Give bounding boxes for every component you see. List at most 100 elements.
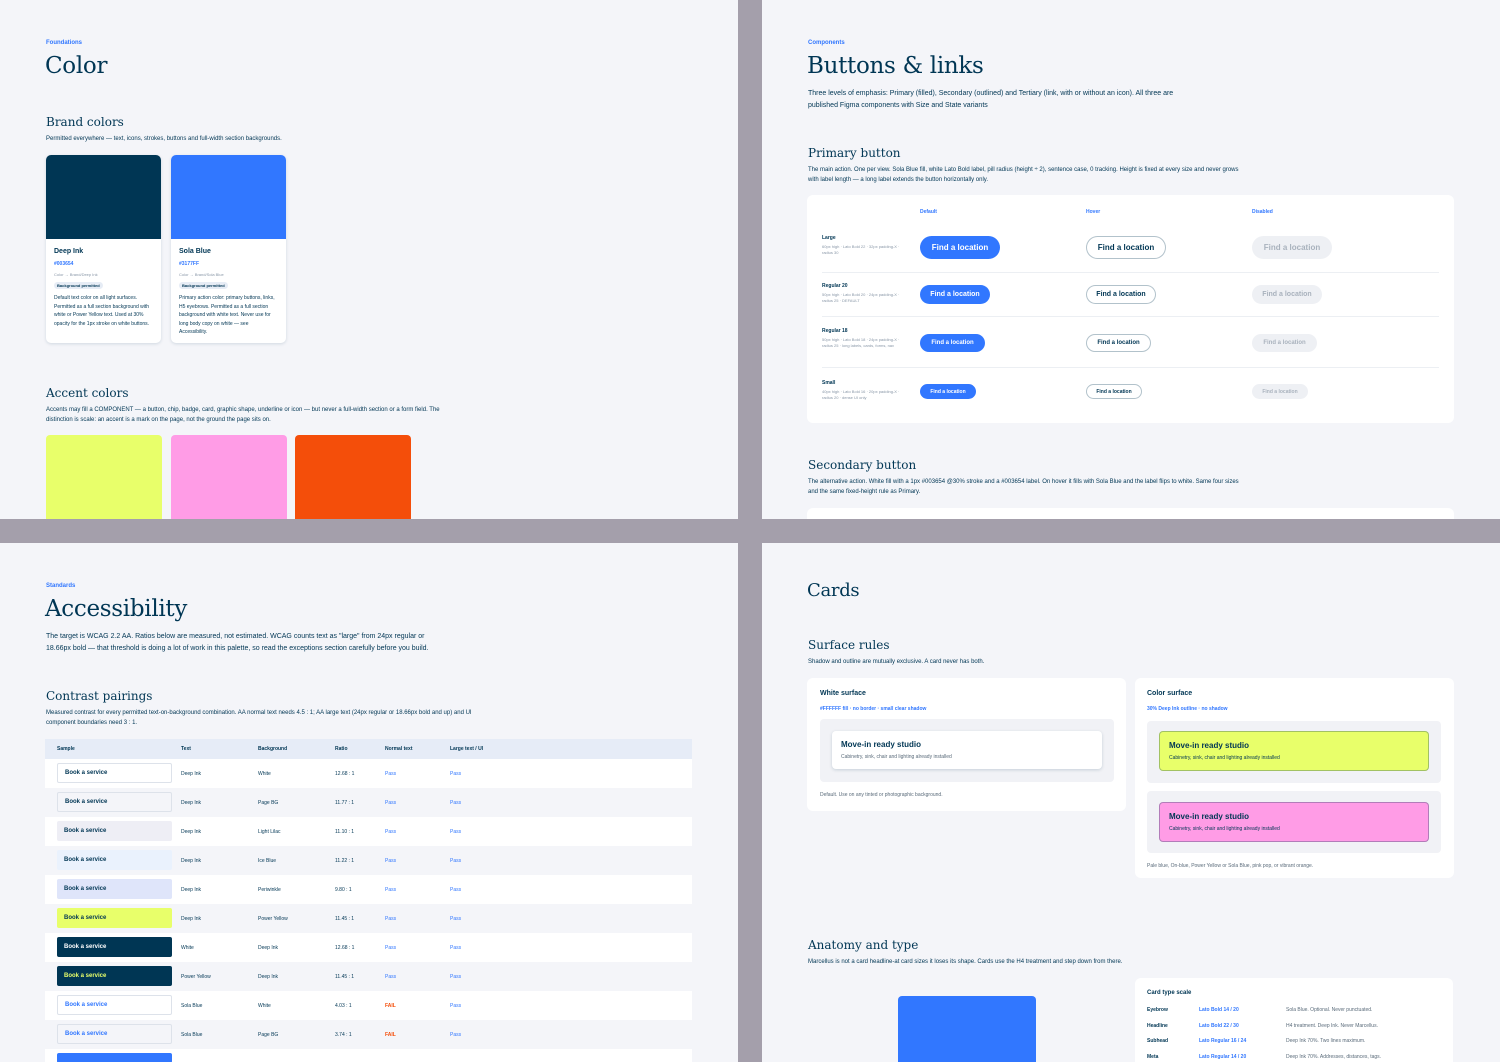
example-card-yellow[interactable]: Move-in ready studio Cabinetry, sink, ch… xyxy=(1159,731,1429,771)
contrast-table: Sample Text Background Ratio Normal text… xyxy=(45,739,692,1062)
sample-chip: Book a service xyxy=(57,966,172,986)
primary-regular20-default-button[interactable]: Find a location xyxy=(920,285,990,304)
cell-text: Sola Blue xyxy=(181,1032,203,1038)
primary-button-matrix: Default Hover Disabled Large 60px high ·… xyxy=(807,195,1454,423)
accent-swatch-orange xyxy=(295,435,411,519)
cell-ratio: 11.77 : 1 xyxy=(335,800,355,806)
example-card-pink[interactable]: Move-in ready studio Cabinetry, sink, ch… xyxy=(1159,802,1429,842)
card-subhead: Cabinetry, sink, chair and lighting alre… xyxy=(1169,755,1280,761)
col-normal-text: Normal text xyxy=(385,746,413,752)
sample-chip xyxy=(57,1053,172,1062)
sample-chip: Book a service xyxy=(57,821,172,841)
contrast-pairings-heading: Contrast pairings xyxy=(46,689,153,703)
row-large-spec: 60px high · Lato Bold 22 · 32px padding-… xyxy=(822,244,900,255)
surface-note: Pale blue, On-blue, Power Yellow or Sola… xyxy=(1147,863,1314,869)
primary-small-disabled-button: Find a location xyxy=(1252,384,1308,399)
table-row: Book a service Deep Ink White 12.68 : 1 Pass… xyxy=(45,759,692,788)
col-default: Default xyxy=(920,209,937,215)
cell-ratio: 12.68 : 1 xyxy=(335,945,355,951)
row-regular20-label: Regular 20 xyxy=(822,283,848,289)
cell-text: Power Yellow xyxy=(181,974,211,980)
table-row: Book a service Sola Blue White 4.03 : 1 FAIL… xyxy=(45,991,692,1020)
type-scale-note: H4 treatment. Deep Ink. Never Marcellus. xyxy=(1286,1022,1378,1029)
page-title: Color xyxy=(45,53,108,79)
primary-regular18-default-button[interactable]: Find a location xyxy=(920,334,985,352)
primary-regular20-disabled-button: Find a location xyxy=(1252,285,1322,304)
row-small-spec: 40px high · Lato Bold 16 · 20px padding-… xyxy=(822,389,900,400)
swatch-hex: #003654 xyxy=(54,261,74,267)
swatch-desc: Default text color on all light surfaces… xyxy=(54,295,150,327)
secondary-button-desc-2: and the same fixed-height rule as Primar… xyxy=(808,489,921,495)
swatch-badge: Background permitted xyxy=(54,282,103,289)
primary-regular18-disabled-button: Find a location xyxy=(1252,334,1317,352)
swatch-deep-ink xyxy=(46,155,161,239)
cell-ratio: 11.22 : 1 xyxy=(335,858,355,864)
table-row: Book a service Deep Ink Page BG 11.77 : 1 Pa… xyxy=(45,788,692,817)
primary-regular20-hover-button[interactable]: Find a location xyxy=(1086,285,1156,304)
type-scale-spec: Lato Bold 22 / 30 xyxy=(1199,1022,1239,1029)
cell-background: White xyxy=(258,1003,271,1009)
swatch-token: Color → Brand/Deep Ink xyxy=(54,272,98,277)
primary-regular18-hover-button[interactable]: Find a location xyxy=(1086,334,1151,352)
card-type-scale: Card type scale Eyebrow Lato Bold 14 / 20… xyxy=(1135,978,1453,1062)
table-row: Book a service Deep Ink Power Yellow 11.45 … xyxy=(45,904,692,933)
row-large-label: Large xyxy=(822,235,836,241)
cell-ratio: 4.03 : 1 xyxy=(335,1003,352,1009)
cell-normal-result: Pass xyxy=(385,974,397,980)
row-regular18-spec: 50px high · Lato Bold 18 · 24px padding-… xyxy=(822,337,900,348)
cell-ratio: 12.68 : 1 xyxy=(335,771,355,777)
cell-ratio: 11.45 : 1 xyxy=(335,974,355,980)
divider xyxy=(822,272,1439,273)
cell-large-result: Pass xyxy=(450,887,462,893)
accent-colors-heading: Accent colors xyxy=(46,386,129,400)
col-background: Background xyxy=(258,746,288,752)
cell-background: Power Yellow xyxy=(258,916,288,922)
primary-large-hover-button[interactable]: Find a location xyxy=(1086,236,1166,259)
cell-text: Deep Ink xyxy=(181,858,202,864)
type-scale-note: Deep Ink 70%. Addresses, distances, tags… xyxy=(1286,1053,1382,1060)
secondary-button-matrix xyxy=(807,508,1454,519)
example-card[interactable]: Move-in ready studio Cabinetry, sink, ch… xyxy=(832,731,1102,769)
accent-colors-desc-1: Accents may fill a COMPONENT — a button,… xyxy=(46,407,440,413)
cell-text: Deep Ink xyxy=(181,829,202,835)
type-scale-note: Deep Ink 70%. Two lines maximum. xyxy=(1286,1038,1366,1044)
primary-large-default-button[interactable]: Find a location xyxy=(920,236,1000,259)
cell-background: Ice Blue xyxy=(258,858,277,864)
divider xyxy=(822,316,1439,317)
swatch-sola-blue xyxy=(171,155,286,239)
swatch-badge: Background permitted xyxy=(179,282,228,289)
cell-ratio: 11.45 : 1 xyxy=(335,916,355,922)
swatch-name: Deep Ink xyxy=(54,248,84,255)
cell-normal-result: Pass xyxy=(385,771,397,777)
type-scale-spec: Lato Regular 16 / 24 xyxy=(1199,1038,1247,1044)
col-large-text: Large text / UI xyxy=(450,746,484,752)
cell-text: White xyxy=(181,945,194,951)
cell-large-result: Pass xyxy=(450,800,462,806)
cell-large-result: Pass xyxy=(450,974,462,980)
cell-normal-result: FAIL xyxy=(385,1003,396,1009)
swatch-card-deep-ink: Deep Ink #003654 Color → Brand/Deep Ink … xyxy=(46,155,161,343)
accessibility-desc-1: The target is WCAG 2.2 AA. Ratios below … xyxy=(46,633,425,640)
surface-rules-desc: Shadow and outline are mutually exclusiv… xyxy=(808,659,985,665)
type-scale-name: Eyebrow xyxy=(1147,1007,1168,1013)
cell-text: Deep Ink xyxy=(181,800,202,806)
surface-title: Color surface xyxy=(1147,690,1193,697)
type-scale-title: Card type scale xyxy=(1147,990,1192,996)
primary-small-hover-button[interactable]: Find a location xyxy=(1086,384,1142,399)
cell-large-result: Pass xyxy=(450,1032,462,1038)
cell-ratio: 3.74 : 1 xyxy=(335,1032,352,1038)
primary-button-desc-1: The main action. One per view. Sola Blue… xyxy=(808,167,1239,173)
col-ratio: Ratio xyxy=(335,746,348,752)
secondary-button-heading: Secondary button xyxy=(808,458,917,472)
page-title: Cards xyxy=(807,580,860,601)
col-disabled: Disabled xyxy=(1252,209,1273,215)
table-row: Book a service Power Yellow Deep Ink 11.45 … xyxy=(45,962,692,991)
surface-sub: 30% Deep Ink outline · no shadow xyxy=(1147,706,1228,712)
card-subhead: Cabinetry, sink, chair and lighting alre… xyxy=(841,754,952,760)
cell-background: Periwinkle xyxy=(258,887,281,893)
primary-small-default-button[interactable]: Find a location xyxy=(920,384,976,399)
cell-large-result: Pass xyxy=(450,1003,462,1009)
table-row: Book a service Deep Ink Light Lilac 11.10 :… xyxy=(45,817,692,846)
page-title: Accessibility xyxy=(45,596,188,622)
table-row: Book a service Sola Blue Page BG 3.74 : 1 FA… xyxy=(45,1020,692,1049)
